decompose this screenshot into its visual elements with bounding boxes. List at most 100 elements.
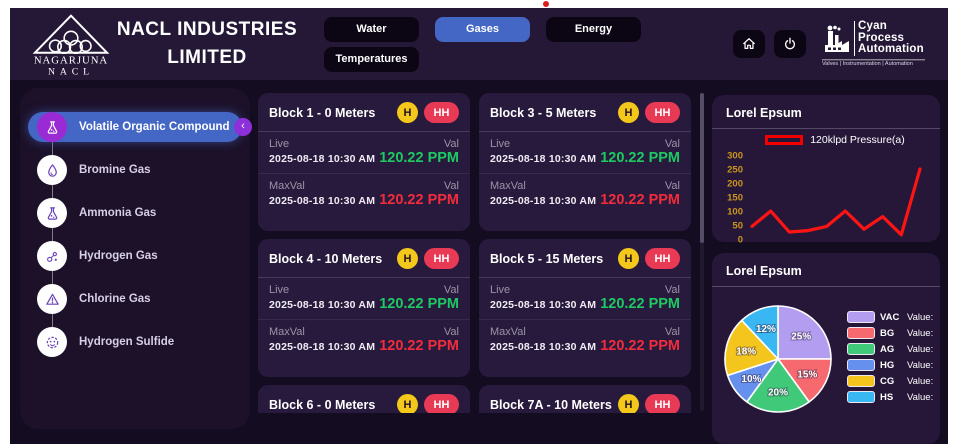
sidebar-item-bromine-gas[interactable]: Bromine Gas [28, 155, 242, 185]
legend-label: 120klpd Pressure(a) [810, 134, 905, 146]
sidebar-rail-line [52, 128, 53, 346]
block-cards-area: Block 1 - 0 Meters H HH Live Val 2025-08… [258, 93, 704, 413]
sidebar-item-hydrogen-gas[interactable]: Hydrogen Gas [28, 241, 242, 271]
reading-label: MaxVal [490, 326, 526, 338]
molecule-icon [37, 241, 67, 271]
sidebar-collapse-button[interactable]: ‹ [234, 118, 252, 136]
val-label: Val [664, 326, 680, 338]
reading-value: 120.22 PPM [379, 192, 459, 208]
block-card: Block 1 - 0 Meters H HH Live Val 2025-08… [258, 93, 470, 231]
block-card-title: Block 3 - 5 Meters [490, 105, 597, 120]
block-card: Block 3 - 5 Meters H HH Live Val 2025-08… [479, 93, 691, 231]
power-icon [785, 37, 795, 50]
pie-chart-title: Lorel Epsum [726, 264, 802, 278]
pie-legend-row: VAC Value: 25 [847, 311, 934, 323]
sidebar-item-hydrogen-sulfide[interactable]: Hydrogen Sulfide [28, 327, 242, 357]
alarm-badge-hh: HH [424, 102, 459, 123]
block-card-title: Block 4 - 10 Meters [269, 251, 383, 266]
reading-row: Live Val 2025-08-18 10:30 AM 120.22 PPM [479, 132, 691, 173]
pie-chart-legend: VAC Value: 25 BG Value: 15 AG Value: 20 … [847, 311, 934, 403]
pie-legend-value: Value: 10 [907, 359, 934, 371]
pie-legend-row: BG Value: 15 [847, 327, 934, 339]
reading-label: Live [490, 284, 511, 296]
reading-value: 120.22 PPM [600, 338, 680, 354]
line-chart: 300 250 200 150 100 50 0 [727, 151, 922, 246]
reading-timestamp: 2025-08-18 10:30 AM [490, 341, 597, 353]
svg-text:20%: 20% [768, 387, 788, 398]
pie-chart-panel: Lorel Epsum 25% 15% 20% 10% 18% 12% VAC Value… [712, 253, 940, 444]
scrollbar-thumb[interactable] [700, 93, 704, 243]
warning-icon [37, 284, 67, 314]
scrollbar[interactable] [700, 93, 704, 411]
val-label: Val [664, 180, 680, 192]
home-icon [743, 38, 755, 49]
val-label: Val [443, 138, 459, 150]
val-label: Val [443, 284, 459, 296]
pie-legend-value: Value: 25 [907, 311, 934, 323]
legend-swatch [765, 135, 804, 145]
tab-energy[interactable]: Energy [546, 16, 641, 42]
pie-legend-name: VAC [880, 311, 900, 323]
pie-legend-swatch [847, 359, 875, 371]
pie-legend-row: AG Value: 20 [847, 343, 934, 355]
pie-legend-name: BG [880, 327, 895, 339]
reading-label: MaxVal [490, 180, 526, 192]
reading-label: Live [269, 138, 290, 150]
svg-text:25%: 25% [791, 331, 811, 342]
reading-timestamp: 2025-08-18 10:30 AM [490, 299, 597, 311]
block-card: Block 5 - 15 Meters H HH Live Val 2025-0… [479, 239, 691, 377]
svg-text:50: 50 [732, 221, 743, 232]
pie-legend-name: HS [880, 391, 894, 403]
val-label: Val [664, 284, 680, 296]
sidebar-item-label: Hydrogen Sulfide [79, 336, 175, 348]
pie-legend-value: Value: 20 [907, 343, 934, 355]
reading-row: Live Val 2025-08-18 10:30 AM 120.22 PPM [258, 132, 470, 173]
tab-water[interactable]: Water [324, 16, 419, 42]
pie-legend-swatch [847, 375, 875, 387]
svg-text:0: 0 [738, 235, 743, 246]
block-card-title: Block 1 - 0 Meters [269, 105, 376, 120]
alarm-badge-hh: HH [424, 394, 459, 413]
pie-legend-swatch [847, 311, 875, 323]
tab-gases[interactable]: Gases [435, 16, 530, 42]
alarm-badge-h: H [618, 248, 639, 269]
val-label: Val [664, 138, 680, 150]
sidebar-item-label: Hydrogen Gas [79, 250, 158, 262]
header: NAGARJUNA NACL NACL INDUSTRIES LIMITED W… [10, 8, 948, 80]
sidebar-item-label: Volatile Organic Compound [79, 121, 230, 133]
pie-legend-name: CG [880, 375, 895, 387]
vendor-tagline: Valves | Instrumentation | Automation [822, 59, 926, 67]
nav-tabs: Water Gases Energy Temperatures [324, 16, 641, 72]
home-button[interactable] [733, 30, 765, 58]
alarm-badge-hh: HH [645, 394, 680, 413]
svg-text:300: 300 [727, 151, 743, 162]
block-card: Block 7A - 10 Meters H HH Live Val 2025-… [479, 385, 691, 413]
droplet-icon [37, 155, 67, 185]
svg-text:150: 150 [727, 193, 743, 204]
reading-row: MaxVal Val 2025-08-18 10:30 AM 120.22 PP… [479, 319, 691, 361]
reading-timestamp: 2025-08-18 10:30 AM [269, 153, 376, 165]
block-card-title: Block 6 - 0 Meters [269, 397, 376, 412]
sidebar-item-label: Bromine Gas [79, 164, 151, 176]
tab-temperatures[interactable]: Temperatures [324, 46, 419, 72]
factory-icon [825, 25, 849, 52]
reading-timestamp: 2025-08-18 10:30 AM [490, 195, 597, 207]
pie-legend-name: HG [880, 359, 895, 371]
content-area: Volatile Organic Compound Bromine Gas Am… [10, 80, 948, 444]
pie-legend-value: Value: 12 [907, 391, 934, 403]
sidebar-item-chlorine-gas[interactable]: Chlorine Gas [28, 284, 242, 314]
cyan-process-automation-logo: Cyan Process Automation Valves | Instrum… [822, 20, 934, 67]
sidebar-item-volatile-organic-compound[interactable]: Volatile Organic Compound [28, 112, 242, 142]
alarm-badge-h: H [397, 394, 418, 413]
reading-label: MaxVal [269, 326, 305, 338]
sidebar-item-ammonia-gas[interactable]: Ammonia Gas [28, 198, 242, 228]
alarm-badge-hh: HH [424, 248, 459, 269]
reading-value: 120.22 PPM [379, 338, 459, 354]
svg-text:10%: 10% [741, 374, 761, 385]
flask-icon [37, 112, 67, 142]
reading-value: 120.22 PPM [600, 192, 680, 208]
svg-text:12%: 12% [756, 324, 776, 335]
power-button[interactable] [774, 30, 806, 58]
header-actions [733, 30, 806, 58]
recording-dot [543, 1, 549, 7]
